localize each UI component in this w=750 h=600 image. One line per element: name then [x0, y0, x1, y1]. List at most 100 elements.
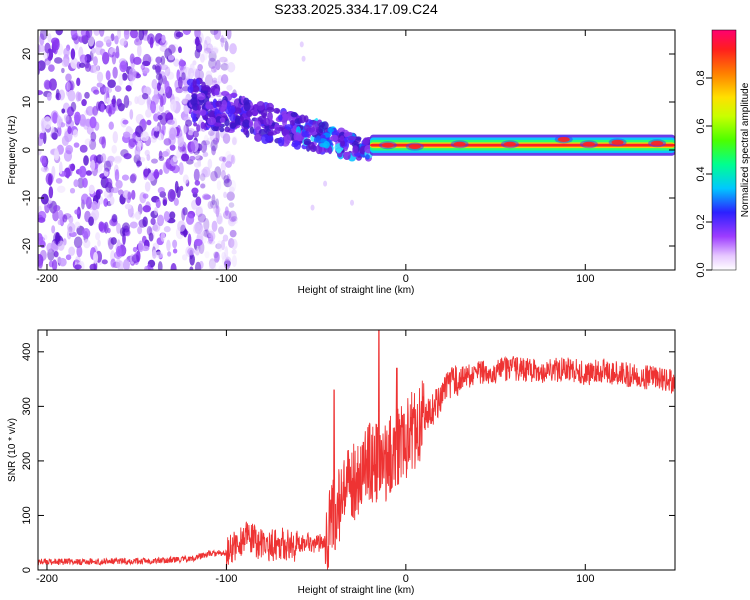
noise-blob: [232, 137, 237, 146]
transition-blob: [246, 110, 253, 118]
noise-blob: [48, 78, 57, 91]
noise-blob: [67, 126, 72, 135]
noise-blob: [107, 107, 112, 117]
noise-blob: [103, 36, 112, 43]
noise-blob: [99, 30, 105, 37]
noise-blob: [161, 151, 169, 157]
noise-blob: [157, 114, 163, 121]
noise-blob: [230, 154, 236, 165]
noise-blob: [85, 30, 93, 38]
noise-blob: [112, 66, 118, 79]
transition-blob: [339, 135, 345, 142]
noise-blob: [159, 39, 168, 47]
spectrogram-y-tick-label: 0: [21, 147, 33, 153]
noise-blob: [224, 40, 229, 52]
noise-blob: [202, 140, 211, 146]
transition-blob: [327, 127, 335, 133]
noise-blob: [172, 248, 178, 254]
noise-blob: [207, 239, 216, 245]
noise-blob: [111, 144, 118, 154]
transition-blob: [261, 134, 270, 145]
noise-blob: [154, 125, 160, 132]
noise-blob: [51, 132, 58, 140]
noise-blob: [210, 139, 218, 152]
noise-blob: [228, 179, 237, 192]
noise-blob: [63, 115, 70, 123]
noise-blob: [229, 229, 237, 238]
transition-blob: [230, 92, 238, 98]
colorbar-tick-label: 0.4: [695, 166, 707, 181]
noise-blob: [91, 200, 98, 211]
noise-blob: [61, 58, 70, 68]
noise-blob: [154, 206, 158, 216]
transition-blob: [193, 122, 198, 127]
noise-blob: [99, 48, 106, 56]
noise-blob: [90, 131, 97, 142]
noise-blob: [42, 167, 48, 173]
noise-blob: [92, 105, 99, 116]
noise-blob: [189, 266, 194, 270]
noise-blob: [160, 232, 166, 242]
noise-blob: [166, 71, 175, 80]
noise-blob: [106, 97, 111, 104]
noise-blob: [197, 213, 207, 223]
transition-blob: [213, 122, 223, 127]
noise-blob: [61, 108, 66, 114]
noise-blob: [191, 187, 199, 195]
noise-blob: [129, 53, 135, 64]
noise-blob: [167, 188, 176, 202]
noise-blob: [215, 243, 222, 250]
noise-blob: [76, 77, 81, 87]
noise-blob: [70, 48, 76, 60]
noise-blob: [220, 34, 225, 48]
noise-blob: [208, 50, 217, 62]
transition-blob: [354, 136, 362, 141]
noise-blob: [200, 183, 206, 189]
noise-blob: [187, 67, 195, 79]
spectrogram-xlabel: Height of straight line (km): [298, 285, 415, 296]
transition-blob: [267, 131, 274, 136]
noise-blob: [215, 198, 220, 209]
noise-blob: [224, 246, 229, 260]
noise-blob: [48, 64, 55, 72]
noise-blob: [78, 34, 85, 43]
noise-blob: [228, 202, 235, 208]
noise-blob: [91, 47, 96, 54]
transition-blob: [243, 126, 249, 136]
noise-blob: [125, 85, 132, 92]
noise-blob: [127, 191, 132, 200]
noise-blob: [65, 144, 74, 155]
noise-blob: [194, 30, 201, 39]
spectrogram-x-tick-label: -100: [215, 273, 237, 285]
noise-blob: [193, 162, 202, 168]
noise-blob: [122, 131, 131, 138]
noise-blob: [119, 60, 128, 73]
transition-blob: [365, 154, 370, 160]
noise-blob: [173, 58, 180, 67]
noise-blob: [151, 158, 158, 164]
noise-blob: [155, 198, 161, 209]
noise-blob: [144, 265, 149, 270]
noise-blob: [105, 160, 113, 168]
noise-blob: [200, 140, 207, 154]
transition-blob: [290, 111, 298, 118]
chart-title: S233.2025.334.17.09.C24: [274, 1, 438, 17]
noise-blob: [146, 226, 153, 236]
noise-blob: [69, 187, 76, 194]
transition-blob: [240, 116, 245, 122]
noise-blob: [118, 73, 124, 86]
transition-blob: [278, 114, 283, 121]
noise-blob: [85, 170, 93, 176]
noise-blob: [206, 137, 213, 148]
noise-blob: [62, 214, 68, 223]
noise-blob: [103, 86, 113, 94]
noise-blob: [52, 210, 59, 222]
noise-blob: [111, 213, 118, 223]
noise-blob: [142, 205, 152, 213]
noise-blob: [118, 189, 124, 196]
noise-blob: [138, 30, 145, 41]
noise-blob: [107, 227, 111, 234]
noise-blob: [95, 232, 101, 241]
spectrogram-y-tick-label: -20: [21, 238, 33, 254]
